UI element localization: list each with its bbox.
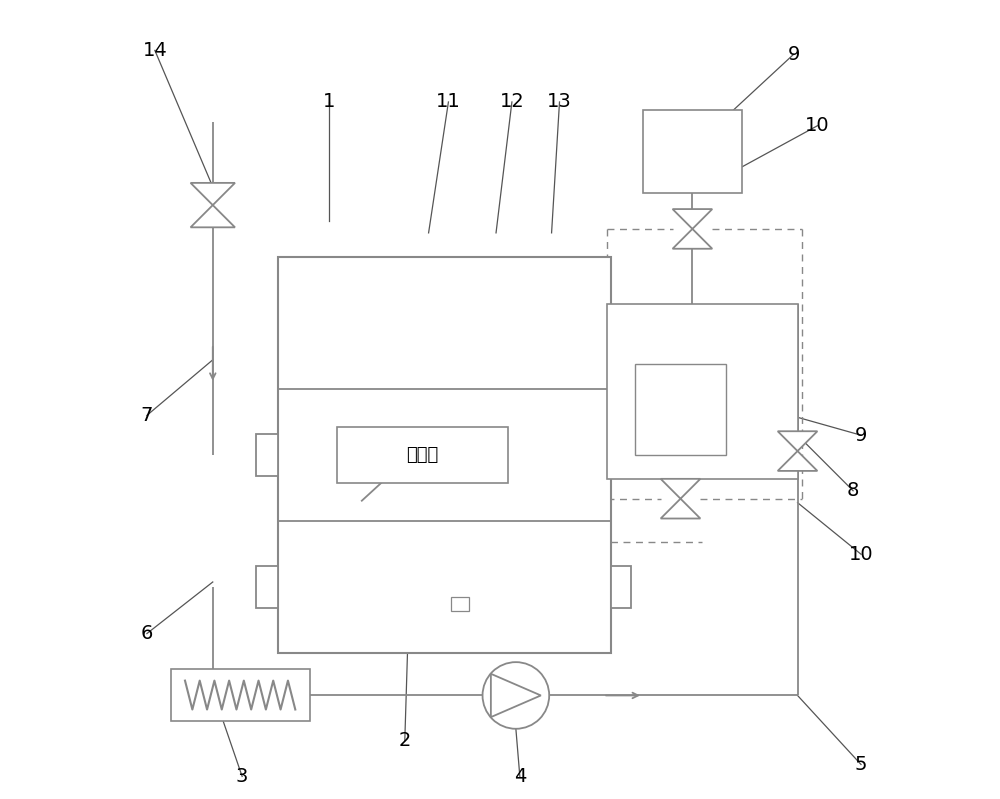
Text: 4: 4	[514, 767, 526, 786]
Bar	[607, 304, 798, 479]
Bar	[171, 670, 310, 721]
Text: 13: 13	[547, 93, 572, 111]
Text: 3: 3	[236, 767, 248, 786]
Polygon shape	[191, 183, 235, 205]
Bar	[278, 256, 611, 389]
Text: 控制器: 控制器	[407, 446, 439, 464]
Bar	[337, 427, 508, 483]
Polygon shape	[661, 499, 700, 519]
Text: 6: 6	[141, 624, 153, 643]
Text: 1: 1	[323, 93, 336, 111]
Ellipse shape	[452, 402, 520, 508]
Polygon shape	[673, 229, 712, 248]
Polygon shape	[491, 674, 541, 718]
Text: 8: 8	[847, 481, 859, 500]
Polygon shape	[661, 479, 700, 499]
Ellipse shape	[452, 270, 520, 376]
Text: 10: 10	[849, 545, 873, 564]
Polygon shape	[778, 451, 817, 471]
Bar	[278, 256, 611, 654]
Ellipse shape	[369, 535, 437, 640]
Polygon shape	[191, 205, 235, 228]
Circle shape	[483, 662, 549, 729]
Ellipse shape	[535, 535, 604, 640]
Ellipse shape	[535, 270, 604, 376]
Bar	[424, 429, 442, 443]
Text: 5: 5	[855, 755, 867, 774]
Text: 9: 9	[855, 426, 867, 445]
Ellipse shape	[369, 270, 437, 376]
Ellipse shape	[369, 402, 437, 508]
Text: 7: 7	[141, 406, 153, 425]
Text: 11: 11	[436, 93, 461, 111]
Bar	[451, 597, 469, 611]
Text: 14: 14	[142, 41, 167, 60]
Ellipse shape	[285, 535, 354, 640]
Text: 2: 2	[399, 731, 411, 750]
Bar	[635, 364, 726, 455]
Bar	[256, 434, 278, 476]
Bar	[278, 521, 611, 654]
Bar	[611, 566, 631, 609]
Ellipse shape	[285, 270, 354, 376]
Text: 10: 10	[805, 117, 830, 135]
Polygon shape	[778, 431, 817, 451]
Ellipse shape	[285, 402, 354, 508]
Text: 9: 9	[787, 45, 800, 64]
Polygon shape	[673, 209, 712, 229]
Text: 12: 12	[500, 93, 524, 111]
Ellipse shape	[452, 535, 520, 640]
Bar	[256, 566, 278, 609]
Bar	[643, 110, 742, 193]
Ellipse shape	[535, 402, 604, 508]
Bar	[278, 389, 611, 521]
